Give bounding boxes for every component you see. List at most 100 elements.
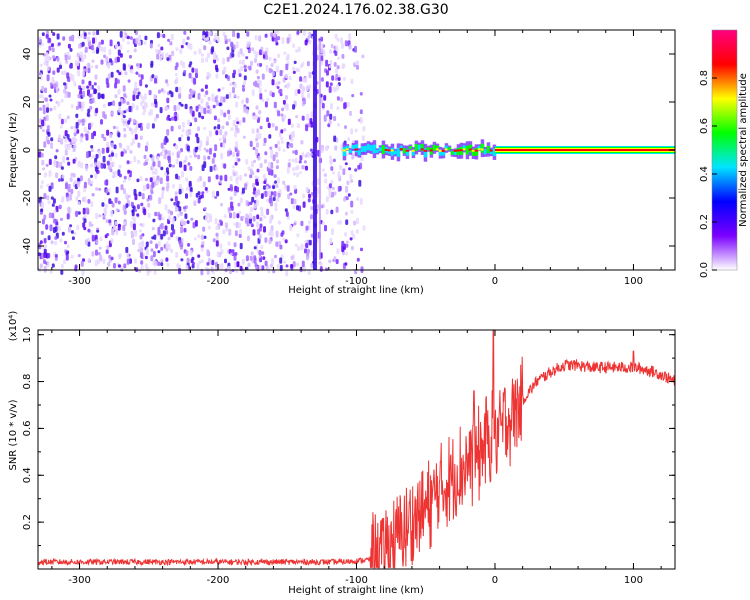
signal-band-peak (423, 149, 428, 152)
spectrogram-cell (47, 235, 51, 241)
spectrogram-cell (145, 177, 148, 182)
spectrogram-cell (103, 54, 107, 59)
spectrogram-cell (168, 215, 172, 221)
spectrogram-cell (205, 149, 209, 153)
spectrogram-cell (201, 115, 205, 120)
spectrogram-cell (290, 123, 294, 128)
spectrogram-cell (183, 70, 187, 74)
spectrogram-cell (183, 30, 187, 35)
spectrogram-cell (348, 167, 352, 171)
spectrogram-cell (183, 164, 187, 172)
spectrogram-cell (280, 113, 284, 117)
spectrogram-cell (136, 178, 140, 183)
snr-y-tick-label: 0.4 (22, 467, 33, 483)
spectrogram-cell (259, 257, 263, 263)
spectrogram-cell (271, 79, 275, 86)
spectrogram-cell (355, 229, 359, 234)
spectrogram-cell (227, 241, 231, 246)
signal-band-core (450, 150, 455, 155)
signal-band-core (345, 145, 350, 150)
spectrogram-cell (216, 57, 220, 62)
signal-band-core (435, 145, 440, 150)
spectrogram-cell (84, 165, 88, 170)
spectrogram-cell (148, 89, 152, 96)
spectrogram-cell (197, 92, 201, 100)
spectrogram-cell (69, 64, 73, 69)
spectrogram-cell (87, 62, 91, 69)
spectrogram-cell (49, 98, 53, 102)
signal-band-core (441, 150, 446, 156)
spectrogram-cell (48, 185, 52, 192)
spectrogram-cell (273, 174, 277, 178)
spectrogram-cell (293, 184, 297, 190)
spectrogram-cell (256, 221, 259, 228)
signal-band-peak (435, 148, 440, 151)
spectrogram-cell (342, 63, 346, 69)
spectrogram-y-tick-label: 40 (22, 48, 33, 61)
spectrogram-cell (175, 47, 179, 51)
spectrogram-cell (160, 262, 164, 267)
spectrogram-cell (331, 75, 335, 81)
spectrogram-cell (106, 160, 110, 166)
spectrogram-cell (86, 151, 90, 159)
spectrogram-cell (219, 180, 222, 184)
spectrogram-cell (349, 237, 353, 241)
spectrogram-cell (233, 69, 236, 75)
spectrogram-cell (298, 160, 302, 164)
spectrogram-cell (118, 264, 121, 268)
spectrogram-cell (83, 196, 87, 203)
spectrogram-cell (245, 56, 249, 60)
spectrogram-cell (88, 80, 92, 86)
spectrogram-cell (46, 103, 49, 109)
spectrogram-cell (46, 74, 50, 82)
spectrogram-cell (249, 201, 253, 206)
spectrogram-cell (180, 134, 184, 138)
spectrogram-cell (50, 142, 53, 149)
spectrogram-cell (126, 41, 130, 45)
spectrogram-cell (349, 110, 352, 116)
spectrogram-cell (266, 97, 270, 101)
spectrogram-cell (45, 114, 49, 122)
spectrogram-cell (96, 30, 100, 36)
spectrogram-cell (150, 255, 154, 262)
spectrogram-cell (142, 111, 146, 116)
spectrogram-cell (259, 125, 263, 130)
spectrogram-cell (242, 117, 246, 123)
spectrogram-cell (109, 133, 113, 138)
spectrogram-cell (178, 183, 182, 190)
spectrogram-cell (270, 191, 274, 196)
spectrogram-cell (208, 130, 212, 137)
spectrogram-cell (69, 177, 73, 182)
spectrogram-cell (43, 265, 47, 273)
spectrogram-cell (51, 263, 55, 268)
spectrogram-cell (359, 109, 363, 115)
spectrogram-cell (252, 191, 256, 195)
spectrogram-cell (129, 150, 133, 154)
spectrogram-cell (336, 38, 340, 42)
spectrogram-cell (179, 243, 183, 250)
spectrogram-cell (245, 200, 249, 207)
spectrogram-cell (259, 163, 263, 169)
spectrogram-cell (258, 49, 262, 56)
spectrogram-cell (247, 166, 251, 171)
spectrogram-cell (40, 208, 44, 212)
spectrogram-cell (155, 243, 159, 249)
spectrogram-cell (192, 222, 196, 229)
spectrogram-cell (180, 226, 184, 234)
signal-band-core (399, 145, 404, 150)
spectrogram-cell (179, 161, 182, 168)
colorbar-frame (711, 29, 738, 271)
spectrogram-cell (159, 107, 163, 114)
spectrogram-cell (337, 56, 340, 60)
spectrogram-cell (300, 91, 304, 99)
spectrogram-cell (105, 179, 109, 186)
spectrogram-cell (294, 149, 298, 156)
spectrogram-cell (331, 228, 334, 236)
spectrogram-cell (71, 236, 75, 241)
spectrogram-cell (197, 126, 200, 132)
spectrogram-cell (180, 44, 184, 49)
spectrogram-cell (143, 108, 147, 113)
spectrogram-cell (325, 145, 329, 152)
spectrogram-cell (117, 223, 121, 231)
spectrogram-cells (38, 30, 675, 277)
